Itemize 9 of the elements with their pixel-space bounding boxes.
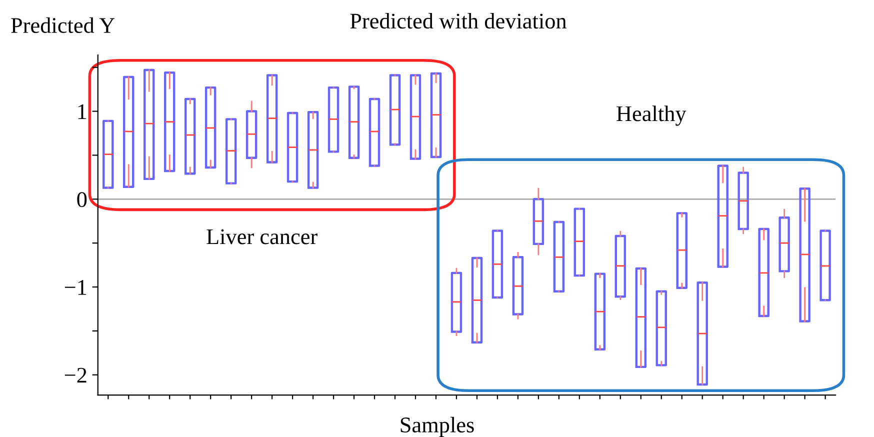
y-tick-label: 0 (77, 192, 87, 208)
y-tick-label: −2 (64, 368, 86, 383)
y-axis-title: Predicted Y (11, 17, 115, 33)
annotation: Liver cancer (206, 229, 318, 244)
annotation: Healthy (616, 106, 686, 126)
y-tick-label: 1 (78, 104, 86, 119)
x-axis-title: Samples (400, 416, 474, 437)
chart-title: Predicted with deviation (350, 12, 566, 29)
y-tick-label: −1 (64, 280, 86, 295)
